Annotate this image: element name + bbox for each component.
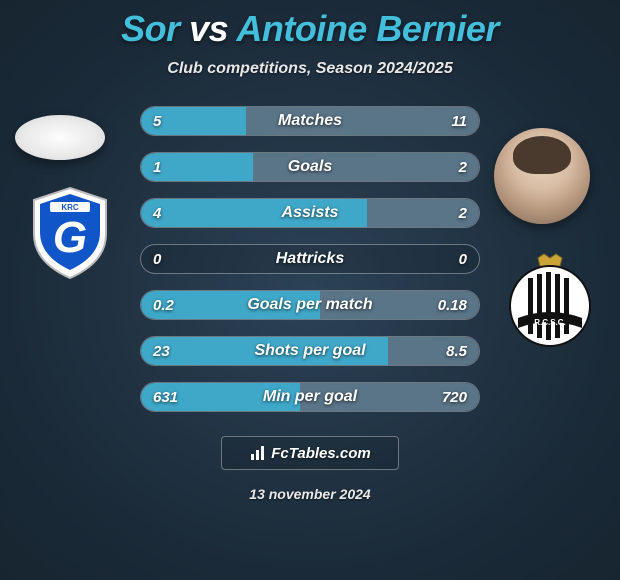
stat-row: 631 Min per goal 720 (140, 382, 480, 412)
title-player1: Sor (121, 8, 180, 49)
subtitle: Club competitions, Season 2024/2025 (0, 60, 620, 78)
stat-value-left: 0.2 (153, 297, 174, 314)
stat-value-left: 23 (153, 343, 170, 360)
stat-value-right: 2 (459, 205, 467, 222)
source-watermark: FcTables.com (221, 436, 399, 470)
stat-value-right: 720 (442, 389, 467, 406)
stat-row: 0.2 Goals per match 0.18 (140, 290, 480, 320)
charleroi-badge-icon: R.C.S.C. (500, 252, 600, 352)
chart-icon (249, 444, 267, 462)
stat-value-left: 5 (153, 113, 161, 130)
stat-label: Goals per match (247, 296, 372, 314)
title-player2: Antoine Bernier (236, 8, 499, 49)
stats-list: 5Matches111Goals24Assists20Hattricks00.2… (140, 106, 480, 412)
stat-row: 23 Shots per goal 8.5 (140, 336, 480, 366)
stat-row: 0 Hattricks 0 (140, 244, 480, 274)
title-vs: vs (189, 8, 228, 49)
stat-value-left: 1 (153, 159, 161, 176)
stat-value-right: 0.18 (438, 297, 467, 314)
stat-value-left: 631 (153, 389, 178, 406)
svg-text:KRC: KRC (61, 203, 79, 212)
stat-value-right: 11 (451, 113, 467, 130)
watermark-text: FcTables.com (271, 445, 370, 462)
stat-label: Hattricks (276, 250, 344, 268)
stat-value-right: 0 (459, 251, 467, 268)
player2-avatar (494, 128, 590, 224)
genk-badge-icon: KRC G (20, 182, 120, 282)
stat-value-right: 2 (459, 159, 467, 176)
stat-label: Min per goal (263, 388, 357, 406)
page-title: Sor vs Antoine Bernier (0, 0, 620, 50)
stat-label: Shots per goal (254, 342, 365, 360)
player1-club-badge: KRC G (20, 182, 120, 282)
stat-row: 1 Goals 2 (140, 152, 480, 182)
svg-text:R.C.S.C.: R.C.S.C. (534, 318, 566, 327)
date-label: 13 november 2024 (0, 486, 620, 502)
stat-label: Goals (288, 158, 332, 176)
stat-value-right: 8.5 (446, 343, 467, 360)
player1-avatar (15, 115, 105, 160)
stat-row: 4 Assists 2 (140, 198, 480, 228)
svg-text:G: G (53, 213, 87, 262)
stat-value-left: 0 (153, 251, 161, 268)
stat-label: Assists (282, 204, 339, 222)
stat-fill-right (253, 153, 479, 181)
stat-label: Matches (278, 112, 342, 130)
stat-value-left: 4 (153, 205, 161, 222)
stat-row: 5 Matches 11 (140, 106, 480, 136)
player2-club-badge: R.C.S.C. (500, 252, 600, 352)
